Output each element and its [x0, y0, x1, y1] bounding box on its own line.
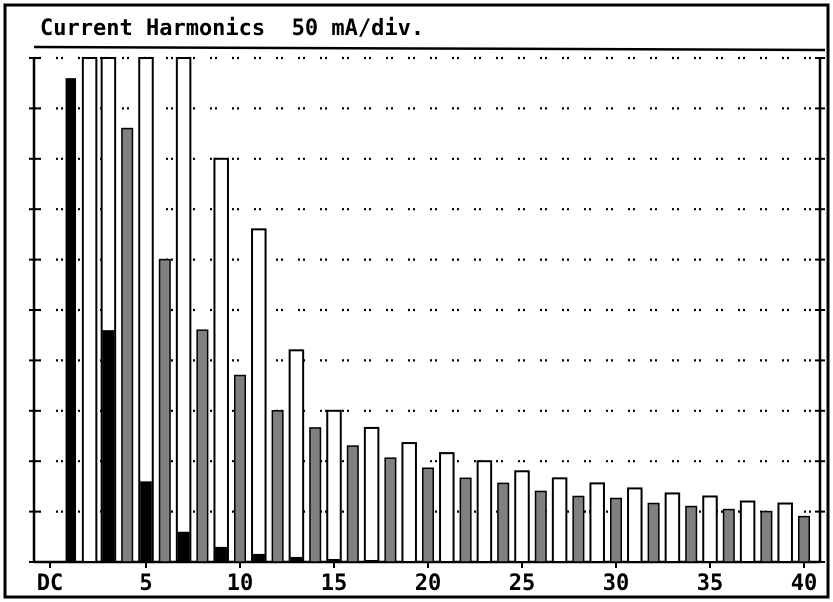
harmonic-bar-open [627, 487, 643, 563]
harmonic-bar-open [702, 495, 718, 564]
harmonic-bar [610, 497, 622, 563]
chart-title: Current Harmonics 50 mA/div. [40, 16, 425, 41]
harmonic-bar [760, 510, 773, 563]
harmonic-bar-inner [140, 481, 152, 562]
harmonic-bar-inner [328, 558, 340, 562]
harmonic-bar [722, 508, 735, 563]
x-tick-label: 25 [509, 571, 536, 596]
x-tick-label: 40 [791, 571, 818, 596]
harmonic-bar-inner [215, 546, 227, 562]
harmonic-bar-open [476, 460, 493, 564]
harmonic-bar-inner [290, 556, 303, 562]
x-tick-label: 5 [139, 571, 152, 596]
harmonic-bar [309, 427, 322, 563]
harmonic-bar [459, 477, 472, 563]
harmonic-bar [572, 495, 585, 563]
harmonic-bar-open [288, 349, 305, 563]
harmonic-bar [497, 482, 510, 563]
harmonic-bar [384, 457, 397, 563]
harmonic-bar [346, 445, 359, 563]
harmonic-bar-open [326, 409, 342, 563]
harmonic-bar-open [514, 470, 530, 563]
harmonic-bar-open [175, 57, 192, 563]
harmonic-bar [121, 127, 134, 563]
x-tick-label: 30 [603, 571, 630, 596]
harmonic-bar-inner [365, 559, 378, 562]
harmonic-bar [685, 505, 698, 563]
harmonic-bar [798, 515, 810, 563]
x-tick-label: 20 [415, 571, 442, 596]
harmonic-bar-open [777, 502, 793, 564]
harmonic-bar-open [401, 442, 417, 563]
harmonic-bar [422, 467, 434, 563]
harmonic-bar [196, 329, 209, 563]
x-tick-label: 15 [321, 571, 348, 596]
harmonic-bar-open [81, 57, 98, 563]
harmonic-bar-open [439, 452, 455, 563]
harmonic-bar-inner [253, 553, 265, 562]
harmonic-bar [234, 374, 246, 563]
harmonic-bar-open [664, 492, 681, 563]
harmonic-bar [65, 78, 77, 562]
outer-border [3, 3, 830, 599]
x-tick-label: DC [37, 571, 64, 596]
header-rule [33, 45, 826, 52]
harmonic-bar-open [739, 500, 756, 563]
harmonic-bar [534, 490, 547, 563]
x-tick-label: 35 [697, 571, 724, 596]
harmonic-bar-open [589, 482, 605, 564]
harmonic-bar [158, 258, 171, 563]
harmonic-bar-inner [177, 531, 190, 562]
harmonic-bar-open [363, 426, 380, 563]
x-tick-label: 10 [227, 571, 254, 596]
harmonic-bar-inner [102, 330, 115, 562]
harmonic-bar-open [213, 157, 229, 564]
harmonic-bar [647, 502, 660, 563]
harmonic-bar-open [251, 228, 267, 564]
harmonic-bar [271, 410, 284, 563]
harmonic-bar-open [551, 477, 568, 563]
